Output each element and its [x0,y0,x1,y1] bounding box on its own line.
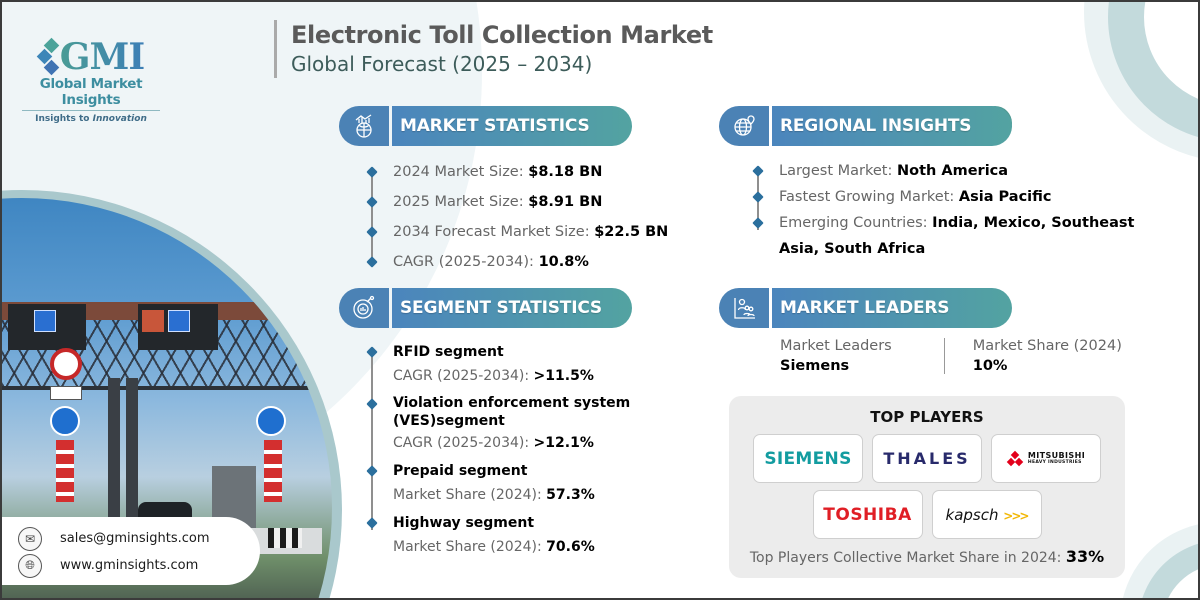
three-diamonds-icon [1006,450,1024,466]
list-item: CAGR (2025-2034): 10.8% [366,252,668,282]
list-item: Violation enforcement system (VES)segmen… [366,394,661,454]
list-item: Prepaid segment Market Share (2024): 57.… [366,461,661,506]
list-item: Emerging Countries: India, Mexico, South… [752,210,1157,262]
globe-pin-icon [719,106,769,146]
siemens-logo-card: SIEMENS [753,434,863,483]
share-value: 10% [972,358,1008,374]
market-leaders-header: MARKET LEADERS [719,288,1012,328]
top-players-panel: TOP PLAYERS SIEMENS THALES MITSUBISHI H [729,396,1125,578]
arrows-icon: >>> [1003,508,1029,523]
kapsch-logo-card: kapsch >>> [931,490,1042,539]
globe-icon: 🌐︎ [18,553,42,578]
segment-statistics-list: RFID segment CAGR (2025-2034): >11.5% Vi… [366,342,661,565]
kapsch-logo: kapsch >>> [945,505,1030,524]
leader-label: Market Leaders [780,338,892,354]
thales-logo-card: THALES [872,434,982,483]
website-link[interactable]: www.gminsights.com [60,558,199,573]
mitsubishi-logo-card: MITSUBISHI HEAVY INDUSTRIES [991,434,1101,483]
regional-insights-header: REGIONAL INSIGHTS [719,106,1012,146]
segment-statistics-header: SEGMENT STATISTICS [339,288,632,328]
section-title: MARKET LEADERS [772,288,1012,328]
siemens-logo: SIEMENS [764,448,852,469]
logo-wordmark: GMI [59,36,145,78]
toshiba-logo: TOSHIBA [823,504,912,525]
gmi-logo: GMI Global Market Insights Insights to I… [16,36,166,124]
pie-chart-icon [339,288,389,328]
list-item: Largest Market: Noth America [752,158,1157,184]
diamond-logo-icon [36,37,60,76]
globe-chart-icon [339,106,389,146]
section-title: MARKET STATISTICS [392,106,632,146]
list-item: 2025 Market Size: $8.91 BN [366,192,668,222]
list-item: 2024 Market Size: $8.18 BN [366,162,668,192]
top-players-footer: Top Players Collective Market Share in 2… [749,547,1105,566]
divider [943,338,945,374]
brand-tagline: Insights to Innovation [35,114,147,124]
section-title: REGIONAL INSIGHTS [772,106,1012,146]
list-item: 2034 Forecast Market Size: $22.5 BN [366,222,668,252]
toshiba-logo-card: TOSHIBA [812,490,923,539]
mitsubishi-logo: MITSUBISHI HEAVY INDUSTRIES [1006,450,1085,466]
share-label: Market Share (2024) [972,338,1122,354]
brand-name: Global Market Insights [39,76,143,108]
people-chart-icon [719,288,769,328]
email-link[interactable]: sales@gminsights.com [60,531,210,546]
market-leaders-summary: Market Leaders Siemens Market Share (202… [780,336,1122,376]
list-item: Fastest Growing Market: Asia Pacific [752,184,1157,210]
page-header: Electronic Toll Collection Market Global… [274,20,713,78]
envelope-icon: ✉ [18,526,42,551]
market-statistics-list: 2024 Market Size: $8.18 BN 2025 Market S… [366,162,668,282]
top-players-title: TOP PLAYERS [870,408,984,426]
section-title: SEGMENT STATISTICS [392,288,632,328]
thales-logo: THALES [883,449,971,468]
list-item: RFID segment CAGR (2025-2034): >11.5% [366,342,661,387]
market-statistics-header: MARKET STATISTICS [339,106,632,146]
list-item: Highway segment Market Share (2024): 70.… [366,513,661,558]
regional-insights-list: Largest Market: Noth America Fastest Gro… [752,158,1157,262]
leader-value: Siemens [780,358,850,374]
page-title: Electronic Toll Collection Market [291,21,713,49]
page-subtitle: Global Forecast (2025 – 2034) [291,52,593,76]
contact-panel: ✉ sales@gminsights.com 🌐︎ www.gminsights… [2,517,260,585]
